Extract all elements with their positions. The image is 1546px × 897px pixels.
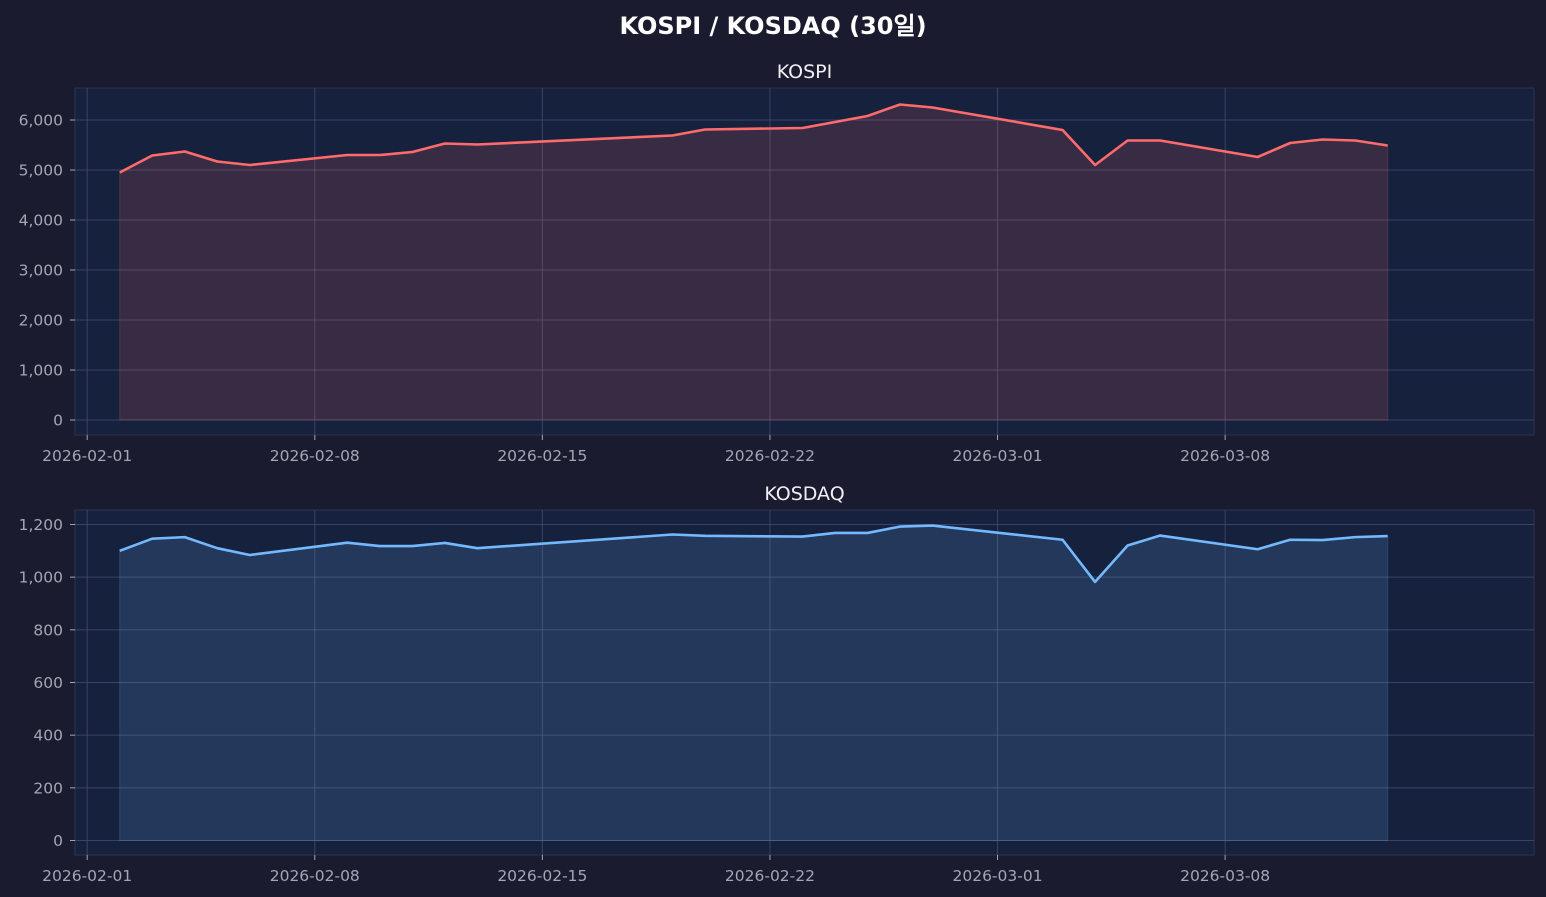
kospi-y-tick-label: 3,000 <box>19 262 63 280</box>
kosdaq-x-tick-label: 2026-03-08 <box>1180 867 1270 885</box>
kosdaq-x-tick-label: 2026-02-08 <box>270 867 360 885</box>
kosdaq-y-tick-label: 1,000 <box>19 569 63 587</box>
kospi-x-tick-label: 2026-03-08 <box>1180 447 1270 465</box>
kosdaq-y-tick-label: 200 <box>33 779 63 797</box>
kosdaq-y-tick-label: 0 <box>53 832 63 850</box>
kosdaq-y-tick-label: 600 <box>33 674 63 692</box>
kospi-x-tick-label: 2026-02-15 <box>497 447 587 465</box>
kosdaq-area-fill <box>119 525 1389 842</box>
chart-suptitle: KOSPI / KOSDAQ (30일) <box>619 12 926 40</box>
kosdaq-x-tick-label: 2026-02-01 <box>42 867 132 885</box>
kosdaq-x-tick-label: 2026-02-22 <box>725 867 815 885</box>
kospi-y-tick-label: 2,000 <box>19 312 63 330</box>
kospi-y-tick-label: 6,000 <box>19 112 63 130</box>
kosdaq-y-tick-label: 800 <box>33 621 63 639</box>
kospi-y-tick-label: 1,000 <box>19 362 63 380</box>
kospi-x-tick-label: 2026-03-01 <box>952 447 1042 465</box>
kospi-y-tick-label: 4,000 <box>19 212 63 230</box>
kospi-plot-area <box>74 87 1535 436</box>
kospi-x-tick-label: 2026-02-01 <box>42 447 132 465</box>
kospi-y-tick-label: 0 <box>53 412 63 430</box>
kosdaq-series-line <box>119 524 1388 584</box>
kospi-x-tick-label: 2026-02-22 <box>725 447 815 465</box>
kospi-y-tick-label: 5,000 <box>19 162 63 180</box>
kosdaq-y-tick-label: 400 <box>33 727 63 745</box>
kosdaq-x-tick-label: 2026-02-15 <box>497 867 587 885</box>
kosdaq-x-tick-label: 2026-03-01 <box>952 867 1042 885</box>
kosdaq-title: KOSDAQ <box>764 483 844 505</box>
kospi-title: KOSPI <box>777 61 833 83</box>
kosdaq-y-tick-label: 1,200 <box>19 516 63 534</box>
kospi-x-tick-label: 2026-02-08 <box>270 447 360 465</box>
